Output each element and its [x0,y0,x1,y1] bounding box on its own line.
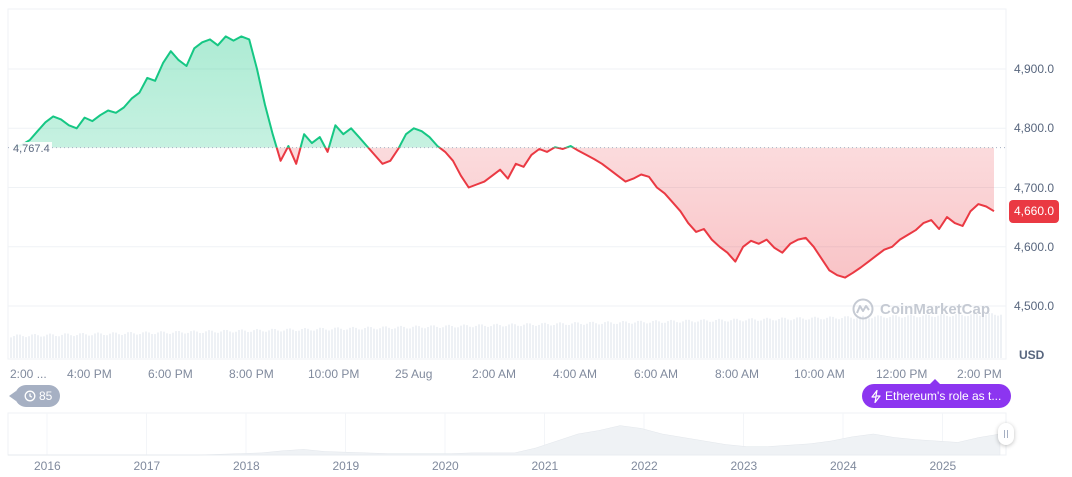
navigator-handle[interactable] [998,423,1014,445]
x-tick-label: 6:00 PM [148,367,193,381]
y-tick-label: 4,500.0 [1014,299,1055,313]
x-tick-label: 4:00 PM [67,367,112,381]
y-tick-label: 4,900.0 [1014,62,1055,76]
x-tick-label: 4:00 AM [553,367,598,381]
navigator-area[interactable] [8,425,1001,456]
x-tick-label: 10:00 PM [308,367,360,381]
volume-bars [10,313,1002,358]
y-tick-label: 4,700.0 [1014,180,1055,195]
news-event-pill[interactable]: Ethereum's role as t... [862,379,1012,408]
x-tick-label: 2:00 ... [10,367,47,381]
navigator-year-label: 2020 [432,459,459,473]
lightning-icon [871,389,881,403]
x-tick-label: 2:00 AM [472,367,517,381]
y-tick-label: 4,800.0 [1014,121,1055,136]
price-area [14,36,994,278]
navigator-year-label: 2022 [631,459,658,473]
x-tick-label: 8:00 PM [229,367,274,381]
navigator-year-label: 2025 [929,459,957,473]
watermark: CoinMarketCap [852,298,990,320]
current-price-tag: 4,660.0 [1009,200,1059,223]
coinmarketcap-logo-icon [852,298,874,320]
watermark-text: CoinMarketCap [880,300,991,318]
navigator-year-label: 2018 [233,459,260,473]
news-label: Ethereum's role as t... [885,389,1002,403]
badge-count: 85 [39,389,53,403]
x-tick-label: 2:00 PM [957,367,1002,381]
navigator-year-label: 2017 [133,459,161,473]
x-tick-label: 6:00 AM [634,367,679,381]
plot-frame [7,8,1007,360]
navigator-year-label: 2019 [332,459,360,473]
x-tick-label: 8:00 AM [715,367,760,381]
reference-price-label: 4,767.4 [11,142,52,156]
currency-label: USD [1019,348,1045,362]
history-icon [24,390,36,402]
price-line [13,35,995,279]
navigator-year-label: 2023 [730,459,758,473]
navigator-year-label: 2016 [34,459,61,473]
y-tick-label: 4,600.0 [1014,239,1055,254]
x-tick-label: 25 Aug [395,367,433,381]
history-badge[interactable]: 85 [8,385,61,407]
navigator-year-label: 2021 [531,459,559,473]
x-tick-label: 12:00 PM [876,367,928,381]
x-tick-label: 10:00 AM [794,367,845,381]
navigator-year-label: 2024 [830,459,857,473]
